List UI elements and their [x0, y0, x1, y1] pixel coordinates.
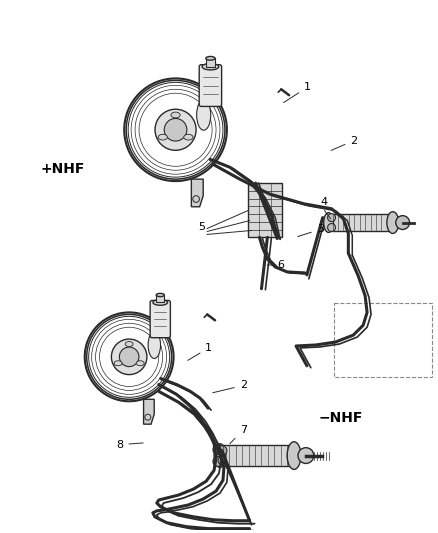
Circle shape: [328, 214, 336, 222]
Ellipse shape: [202, 63, 219, 70]
Text: 3: 3: [298, 224, 324, 237]
Circle shape: [396, 216, 410, 230]
Ellipse shape: [125, 342, 133, 346]
Ellipse shape: [136, 361, 144, 366]
Circle shape: [217, 446, 227, 456]
Ellipse shape: [287, 442, 301, 470]
Polygon shape: [191, 179, 203, 207]
Circle shape: [155, 109, 196, 150]
Bar: [220, 445, 294, 466]
Ellipse shape: [156, 293, 164, 297]
Ellipse shape: [387, 212, 399, 233]
Text: 8: 8: [117, 440, 143, 450]
Text: 5: 5: [198, 222, 205, 232]
Text: 7: 7: [230, 425, 247, 443]
FancyBboxPatch shape: [150, 301, 170, 338]
Ellipse shape: [324, 213, 333, 232]
Text: +NHF: +NHF: [40, 162, 85, 176]
Text: 4: 4: [321, 197, 328, 207]
Bar: [206, 58, 215, 67]
Text: 1: 1: [188, 343, 212, 360]
Circle shape: [298, 448, 314, 464]
Bar: [333, 303, 432, 377]
FancyBboxPatch shape: [199, 64, 222, 107]
Circle shape: [328, 223, 336, 231]
Ellipse shape: [206, 56, 215, 60]
Text: 2: 2: [331, 135, 357, 150]
Ellipse shape: [158, 134, 167, 140]
Ellipse shape: [171, 112, 180, 118]
Text: −NHF: −NHF: [319, 411, 363, 425]
Bar: [328, 214, 393, 231]
Circle shape: [218, 457, 226, 464]
Polygon shape: [144, 399, 154, 424]
Ellipse shape: [148, 332, 161, 359]
Bar: [247, 183, 282, 237]
Circle shape: [213, 445, 223, 455]
Bar: [156, 295, 164, 302]
Text: 6: 6: [267, 260, 284, 270]
Text: 1: 1: [283, 82, 311, 102]
Ellipse shape: [197, 100, 211, 130]
Ellipse shape: [114, 361, 122, 366]
Circle shape: [213, 457, 223, 466]
Circle shape: [111, 339, 147, 375]
Circle shape: [120, 347, 139, 367]
Ellipse shape: [184, 134, 193, 140]
Text: 2: 2: [213, 381, 247, 393]
Ellipse shape: [153, 300, 168, 305]
Circle shape: [164, 118, 187, 141]
Ellipse shape: [214, 444, 226, 467]
